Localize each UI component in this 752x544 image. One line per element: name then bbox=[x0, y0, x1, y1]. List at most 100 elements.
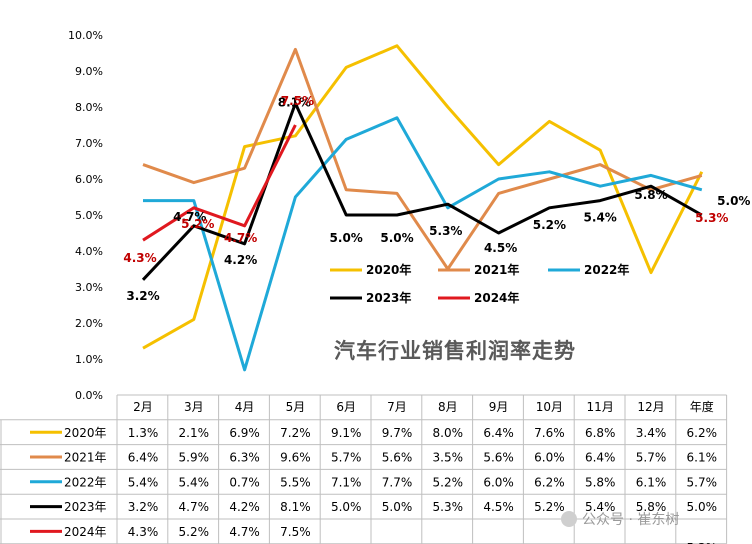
table-cell: 9.6% bbox=[280, 451, 311, 465]
table-cell: 5.7% bbox=[636, 451, 667, 465]
x-tick-label: 3月 bbox=[184, 400, 204, 414]
table-cell: 7.1% bbox=[331, 475, 362, 489]
table-cell: 7.5% bbox=[280, 525, 311, 539]
table-cell: 4.2% bbox=[229, 500, 260, 514]
table-cell: 4.5% bbox=[483, 500, 514, 514]
watermark-text: 公众号 · 崔东树 bbox=[582, 512, 679, 528]
table-cell: 3.4% bbox=[636, 426, 667, 440]
x-tick-label: 8月 bbox=[438, 400, 458, 414]
y-tick-label: 1.0% bbox=[75, 353, 103, 366]
data-label: 7.5% bbox=[281, 94, 314, 108]
data-label: 4.2% bbox=[224, 253, 257, 267]
y-tick-label: 0.0% bbox=[75, 389, 103, 402]
table-cell: 5.0% bbox=[331, 500, 362, 514]
y-tick-label: 2.0% bbox=[75, 317, 103, 330]
table-cell: 3.2% bbox=[128, 500, 159, 514]
table-cell: 5.2% bbox=[433, 475, 464, 489]
table-cell: 5.4% bbox=[585, 500, 616, 514]
table-cell: 6.4% bbox=[128, 451, 159, 465]
y-tick-label: 6.0% bbox=[75, 173, 103, 186]
series-lines bbox=[141, 44, 704, 372]
data-label: 5.2% bbox=[533, 218, 566, 232]
table-cell: 7.2% bbox=[280, 426, 311, 440]
table-cell: 2.1% bbox=[179, 426, 210, 440]
table-cell: 6.9% bbox=[229, 426, 260, 440]
table-cell: 5.6% bbox=[483, 451, 514, 465]
table-cell: 7.7% bbox=[382, 475, 413, 489]
table-cell: 9.1% bbox=[331, 426, 362, 440]
data-label: 5.3% bbox=[695, 211, 728, 225]
data-label: 5.8% bbox=[634, 188, 667, 202]
table-cell: 5.8% bbox=[636, 500, 667, 514]
y-tick-label: 8.0% bbox=[75, 101, 103, 114]
x-tick-label: 年度 bbox=[690, 399, 714, 414]
table-cell: 5.4% bbox=[128, 475, 159, 489]
data-labels: 3.2%4.3%4.7%5.2%4.2%4.7%8.1%7.5%5.0% 5.0%… bbox=[123, 94, 750, 303]
table-cell: 5.2% bbox=[179, 525, 210, 539]
x-tick-label: 10月 bbox=[536, 400, 563, 414]
table-series-name: 2024年 bbox=[64, 525, 107, 539]
table-cell: 5.7% bbox=[687, 475, 718, 489]
y-tick-label: 5.0% bbox=[75, 209, 103, 222]
series-line-2021年 bbox=[142, 47, 703, 271]
data-label: 8.1% bbox=[278, 95, 311, 109]
data-label: 5.3% bbox=[429, 224, 462, 238]
data-label: 5.4% bbox=[584, 211, 617, 225]
table-cell: 1.3% bbox=[128, 426, 159, 440]
x-tick-label: 5月 bbox=[286, 400, 306, 414]
y-tick-label: 4.0% bbox=[75, 245, 103, 258]
table-series-name: 2022年 bbox=[64, 475, 107, 489]
table-cell: 6.0% bbox=[483, 475, 514, 489]
data-label: 4.3% bbox=[123, 251, 156, 265]
table-series-name: 2021年 bbox=[64, 451, 107, 465]
table-cell: 4.7% bbox=[229, 525, 260, 539]
table-cell: 6.1% bbox=[636, 475, 667, 489]
table-cell: 5.3% bbox=[433, 500, 464, 514]
table-cell: 5.0% bbox=[382, 500, 413, 514]
table-cell: 7.6% bbox=[534, 426, 565, 440]
data-label: 3.2% bbox=[126, 289, 159, 303]
legend-label: 2020年 bbox=[366, 262, 411, 277]
table-cell: 6.0% bbox=[534, 451, 565, 465]
table-cell: 3.5% bbox=[433, 451, 464, 465]
table-cell: 6.2% bbox=[534, 475, 565, 489]
table-cell: 4.7% bbox=[179, 500, 210, 514]
legend: 2020年 2021年 2022年 2023年 2024年 bbox=[330, 262, 629, 305]
y-tick-label: 3.0% bbox=[75, 281, 103, 294]
wechat-icon bbox=[561, 511, 577, 527]
x-tick-label: 11月 bbox=[587, 400, 614, 414]
data-label: 4.7% bbox=[224, 231, 257, 245]
x-tick-label: 4月 bbox=[235, 400, 255, 414]
x-tick-label: 7月 bbox=[387, 400, 407, 414]
table-cell: 5.0% bbox=[687, 500, 718, 514]
table-cell: 8.1% bbox=[280, 500, 311, 514]
table-series-name: 2023年 bbox=[64, 500, 107, 514]
watermark: 公众号 · 崔东树 bbox=[561, 511, 679, 528]
y-tick-label: 7.0% bbox=[75, 137, 103, 150]
table-cell: 5.2% bbox=[534, 500, 565, 514]
data-label: 5.2% bbox=[181, 217, 214, 231]
y-axis: 0.0% 1.0% 2.0% 3.0% 4.0% 5.0% 6.0% 7.0% 8.0% 9.0%… bbox=[68, 29, 103, 402]
table-cell: 5.4% bbox=[179, 475, 210, 489]
data-label: 5.0% bbox=[717, 194, 750, 208]
data-label: 4.7% bbox=[173, 210, 206, 224]
data-label: 5.0% bbox=[380, 231, 413, 245]
legend-label: 2023年 bbox=[366, 290, 411, 305]
table-cell: 0.7% bbox=[229, 475, 260, 489]
table-cell: 6.1% bbox=[687, 451, 718, 465]
legend-label: 2021年 bbox=[474, 262, 519, 277]
y-tick-label: 9.0% bbox=[75, 65, 103, 78]
table-cell: 5.7% bbox=[331, 451, 362, 465]
x-tick-label: 9月 bbox=[489, 400, 509, 414]
table-cell: 5.6% bbox=[382, 451, 413, 465]
chart-title: 汽车行业销售利润率走势 bbox=[334, 339, 576, 363]
table-cell: 6.3% bbox=[229, 451, 260, 465]
y-tick-label: 10.0% bbox=[68, 29, 103, 42]
x-tick-label: 2月 bbox=[133, 400, 153, 414]
table-cell: 5.8% bbox=[585, 475, 616, 489]
series-line-2022年 bbox=[143, 116, 703, 372]
data-label: 5.0% bbox=[330, 231, 363, 245]
legend-label: 2022年 bbox=[584, 262, 629, 277]
